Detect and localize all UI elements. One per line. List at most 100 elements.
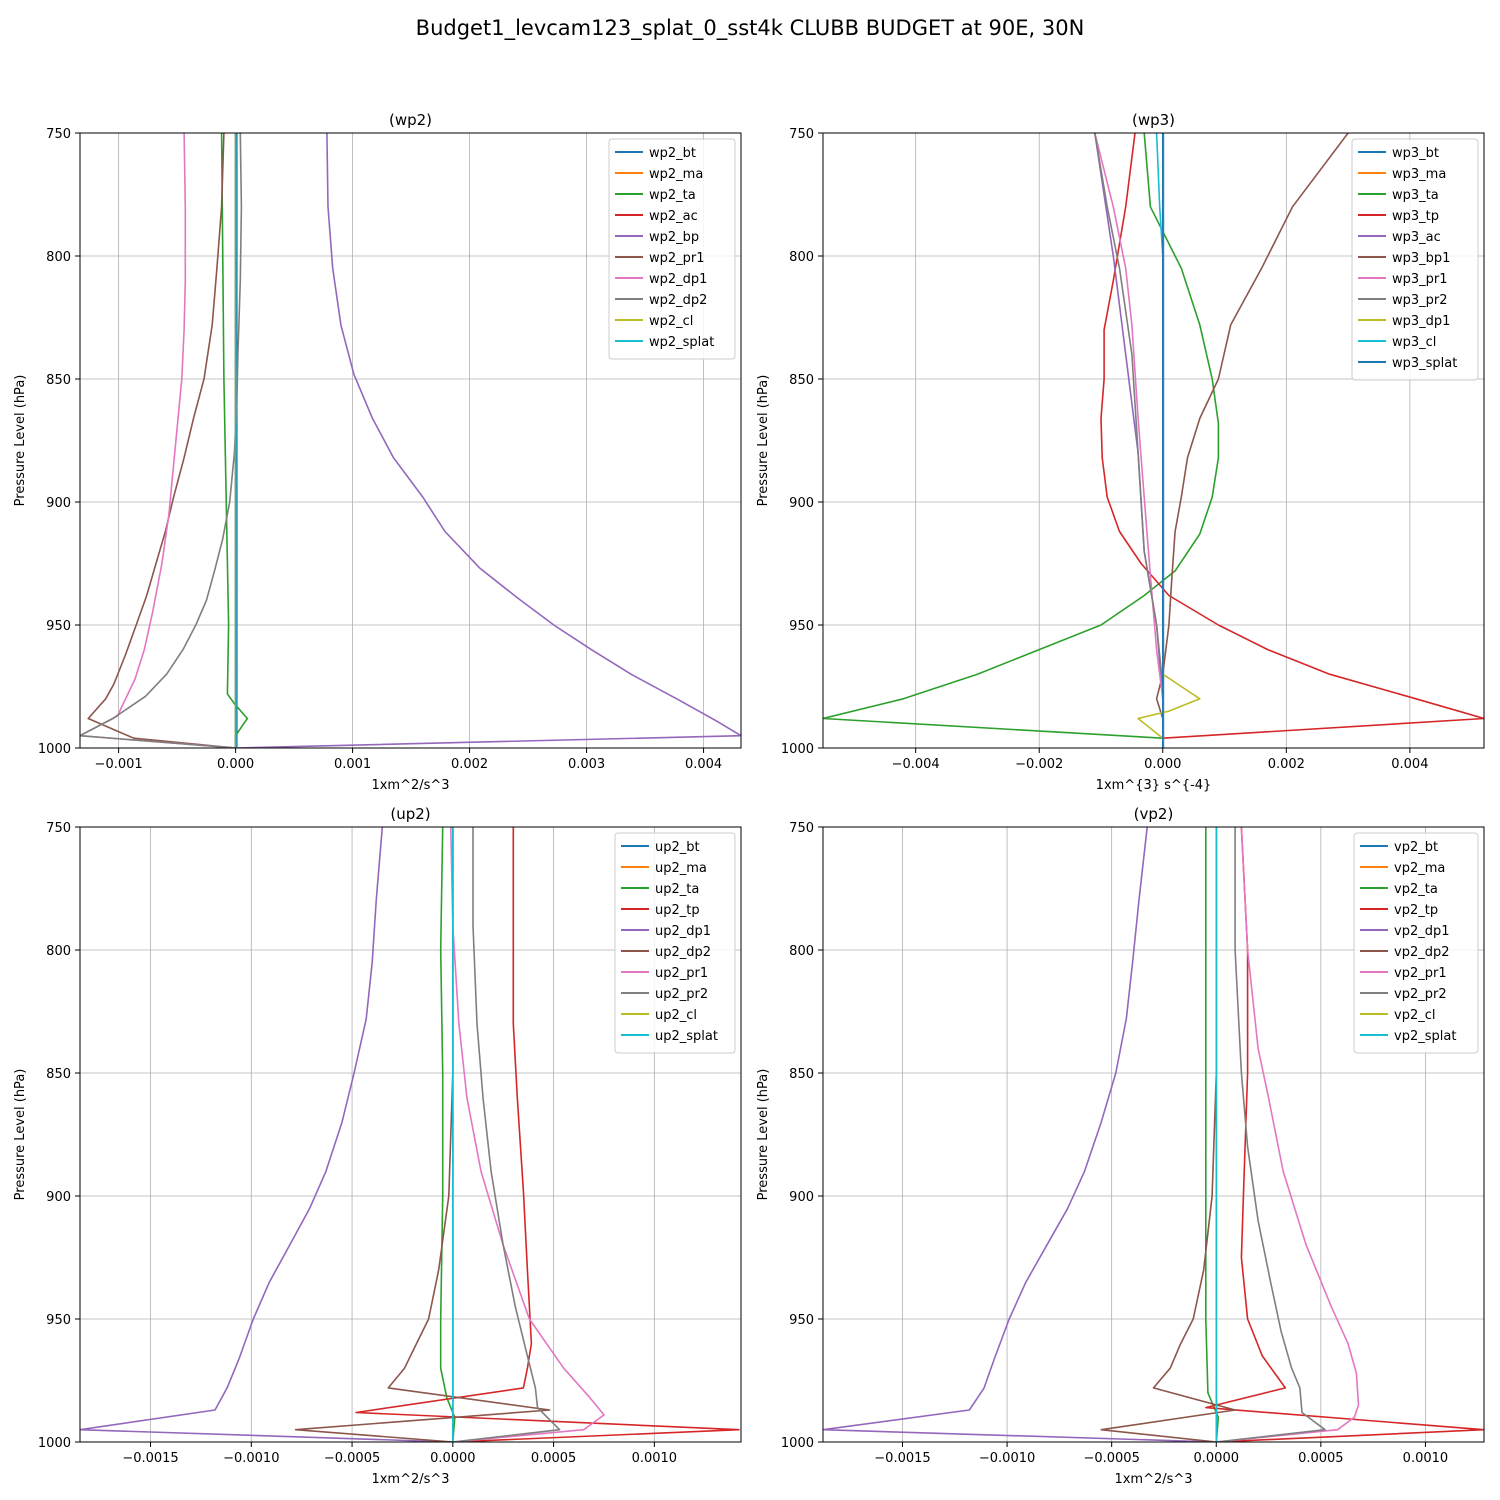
- legend-label-vp2_tp: vp2_tp: [1394, 903, 1438, 918]
- x-axis-label: 1xm^2/s^3: [371, 1472, 449, 1487]
- series-line-vp2_dp2: [1100, 827, 1236, 1442]
- legend-label-vp2_splat: vp2_splat: [1394, 1029, 1456, 1044]
- series-lines: [80, 133, 741, 748]
- panel-title: (vp2): [1134, 805, 1174, 823]
- chart-panel-4: −0.0015 −0.0010 −0.0005 0.0000 0.0005 0.0010 7…: [756, 805, 1485, 1487]
- y-tick-label: 1000: [781, 1436, 814, 1451]
- legend-label-wp3_ma: wp3_ma: [1392, 167, 1446, 182]
- series-line-wp2_pr1: [87, 133, 236, 748]
- legend-label-wp2_ac: wp2_ac: [649, 209, 698, 224]
- y-tick-label: 900: [46, 496, 71, 511]
- legend-label-up2_tp: up2_tp: [655, 903, 700, 918]
- y-tick-label: 950: [789, 619, 814, 634]
- y-tick-label: 950: [789, 1313, 814, 1328]
- y-tick-label: 1000: [781, 742, 814, 757]
- legend-label-up2_bt: up2_bt: [655, 840, 700, 855]
- series-line-up2_dp2: [294, 827, 551, 1442]
- legend-label-wp3_dp1: wp3_dp1: [1392, 314, 1450, 329]
- series-line-up2_pr2: [452, 827, 561, 1442]
- series-line-vp2_pr1: [1216, 827, 1360, 1442]
- series-lines: [823, 827, 1484, 1442]
- legend-label-wp2_ma: wp2_ma: [649, 167, 703, 182]
- legend-label-up2_splat: up2_splat: [655, 1029, 718, 1044]
- axes-frame: [822, 132, 1485, 749]
- legend-label-vp2_pr2: vp2_pr2: [1394, 987, 1447, 1002]
- y-tick-label: 800: [789, 250, 814, 265]
- y-tick-label: 900: [789, 496, 814, 511]
- axes-frame: [822, 826, 1485, 1443]
- series-line-wp2_bp: [235, 133, 741, 748]
- series-lines: [80, 827, 740, 1442]
- y-axis-label: Pressure Level (hPa): [756, 1069, 771, 1201]
- x-tick-label: −0.0010: [979, 1451, 1035, 1466]
- legend-label-vp2_dp1: vp2_dp1: [1394, 924, 1450, 939]
- legend-label-up2_dp1: up2_dp1: [655, 924, 711, 939]
- chart-panel-1: −0.001 0.000 0.001 0.002 0.003 0.004 750 800 850…: [13, 111, 742, 793]
- x-tick-label: 0.004: [1391, 757, 1428, 772]
- y-tick-label: 750: [46, 127, 71, 142]
- y-tick-label: 950: [46, 619, 71, 634]
- x-axis-label: 1xm^2/s^3: [371, 778, 449, 793]
- panel-title: (up2): [390, 805, 430, 823]
- y-tick-label: 850: [789, 373, 814, 388]
- x-tick-label: −0.0005: [1083, 1451, 1139, 1466]
- y-axis-label: Pressure Level (hPa): [756, 375, 771, 507]
- legend: up2_bt up2_ma up2_ta up2_tp up2_dp1 up2_dp2up…: [614, 832, 736, 1054]
- x-tick-label: 0.003: [568, 757, 605, 772]
- series-line-wp3_tp: [1100, 133, 1484, 748]
- x-tick-label: −0.0005: [324, 1451, 380, 1466]
- x-tick-label: −0.0010: [223, 1451, 279, 1466]
- series-line-up2_pr1: [450, 827, 605, 1442]
- axes-frame: [79, 132, 742, 749]
- series-line-vp2_ta: [1205, 827, 1220, 1442]
- x-axis-label: 1xm^{3} s^{-4}: [1096, 778, 1212, 793]
- x-tick-label: 0.0000: [430, 1451, 476, 1466]
- figure-title: Budget1_levcam123_splat_0_sst4k CLUBB BU…: [415, 16, 1085, 40]
- x-tick-label: 0.001: [334, 757, 371, 772]
- series-line-wp3_ta: [823, 133, 1220, 748]
- x-axis-label: 1xm^2/s^3: [1114, 1472, 1192, 1487]
- x-tick-label: −0.0015: [874, 1451, 930, 1466]
- series-line-vp2_dp1: [823, 827, 1217, 1442]
- legend-label-vp2_dp2: vp2_dp2: [1394, 945, 1450, 960]
- x-tick-label: 0.000: [1144, 757, 1181, 772]
- x-tick-label: 0.000: [217, 757, 254, 772]
- legend-label-vp2_ta: vp2_ta: [1394, 882, 1438, 897]
- x-tick-label: −0.002: [1015, 757, 1063, 772]
- legend-label-wp2_bt: wp2_bt: [649, 146, 696, 161]
- x-tick-label: 0.002: [451, 757, 488, 772]
- legend-label-wp3_ac: wp3_ac: [1392, 230, 1441, 245]
- series-line-wp3_pr2: [1094, 133, 1164, 748]
- legend-label-up2_pr2: up2_pr2: [655, 987, 708, 1002]
- legend-label-wp3_ta: wp3_ta: [1392, 188, 1439, 203]
- y-tick-label: 750: [789, 821, 814, 836]
- y-tick-label: 800: [789, 944, 814, 959]
- y-tick-label: 750: [46, 821, 71, 836]
- legend-label-wp2_splat: wp2_splat: [649, 335, 714, 350]
- y-tick-label: 900: [46, 1190, 71, 1205]
- legend-label-wp2_ta: wp2_ta: [649, 188, 696, 203]
- legend-label-wp3_cl: wp3_cl: [1392, 335, 1436, 350]
- series-line-wp3_dp1: [1137, 133, 1201, 748]
- legend-label-wp3_splat: wp3_splat: [1392, 356, 1457, 371]
- panel-title: (wp2): [389, 111, 432, 129]
- series-line-up2_dp1: [80, 827, 453, 1442]
- legend-label-wp2_dp1: wp2_dp1: [649, 272, 707, 287]
- legend-label-up2_cl: up2_cl: [655, 1008, 697, 1023]
- legend-label-wp2_cl: wp2_cl: [649, 314, 693, 329]
- x-tick-label: 0.0010: [632, 1451, 678, 1466]
- legend-label-up2_ma: up2_ma: [655, 861, 707, 876]
- y-tick-label: 800: [46, 250, 71, 265]
- y-tick-label: 750: [789, 127, 814, 142]
- x-tick-label: −0.001: [95, 757, 143, 772]
- x-tick-label: 0.004: [685, 757, 722, 772]
- series-line-vp2_pr2: [1216, 827, 1326, 1442]
- axes-frame: [79, 826, 742, 1443]
- legend-label-vp2_cl: vp2_cl: [1394, 1008, 1435, 1023]
- y-tick-label: 800: [46, 944, 71, 959]
- x-tick-label: −0.004: [892, 757, 940, 772]
- y-tick-label: 850: [789, 1067, 814, 1082]
- x-tick-label: −0.0015: [122, 1451, 178, 1466]
- y-tick-label: 850: [46, 1067, 71, 1082]
- legend-label-wp2_dp2: wp2_dp2: [649, 293, 707, 308]
